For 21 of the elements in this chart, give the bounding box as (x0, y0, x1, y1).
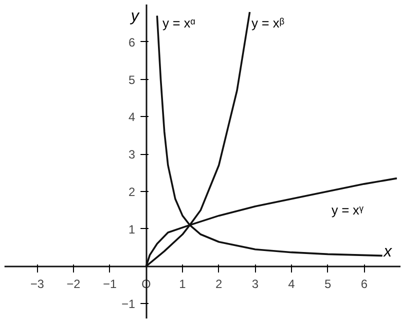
x-tick-label: 5 (324, 277, 332, 292)
y-tick-label: −1 (122, 297, 136, 312)
x-tick-label: 3 (252, 277, 259, 292)
y-tick-label: 2 (128, 184, 136, 199)
x-tick-label: 1 (179, 277, 186, 292)
y-tick-label: 3 (128, 148, 136, 162)
x-tick-label: −1 (103, 277, 118, 292)
y-tick-label: 6 (128, 35, 136, 50)
x-axis-title: x (382, 244, 393, 261)
y-axis-title: y (130, 8, 140, 26)
x-tick-label: −2 (66, 277, 81, 292)
annotation: y = xᵅ (162, 16, 196, 31)
annotation: y = xᵞ (331, 202, 364, 218)
y-tick-label: 4 (128, 110, 136, 124)
y-tick-label: 1 (128, 222, 136, 236)
x-tick-label: 4 (288, 277, 296, 292)
x-tick-label: 6 (360, 277, 368, 292)
x-tick-label: 2 (216, 277, 223, 292)
annotation: y = xᵝ (252, 16, 284, 31)
y-tick-label: 5 (128, 72, 136, 87)
x-tick-label: −3 (30, 277, 44, 292)
